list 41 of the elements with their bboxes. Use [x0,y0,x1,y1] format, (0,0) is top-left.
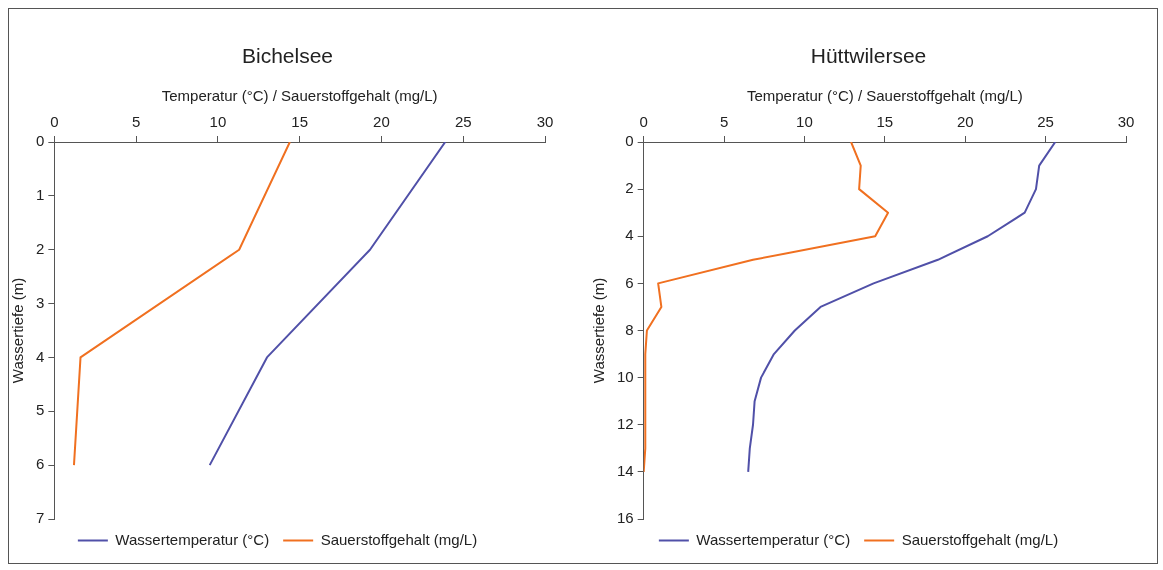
chart-title: Hüttwilersee [809,44,928,68]
x-tick-label: 15 [876,113,894,131]
y-tick-label: 8 [625,320,634,338]
y-tick-label: 10 [617,367,634,385]
x-tick-label: 30 [536,113,554,131]
chart-title: Bichelsee [240,44,335,68]
y-tick-label: 0 [625,132,634,150]
x-tick-label: 30 [1117,113,1135,131]
x-tick-label: 5 [719,113,729,131]
y-tick-label: 1 [36,186,45,203]
y-axis-title: Wassertiefe (m) [9,277,27,384]
y-tick-label: 0 [36,132,45,150]
x-tick-label: 25 [454,113,472,131]
x-axis-title: Temperatur (°C) / Sauerstoffgehalt (mg/L) [746,87,1023,105]
x-tick-label: 10 [796,113,813,131]
y-tick-label: 6 [36,455,45,473]
legend-label: Wassertemperatur (°C) [696,530,851,548]
x-tick-label: 10 [209,113,227,131]
y-tick-label: 2 [625,179,634,197]
y-tick-label: 14 [617,462,634,480]
x-tick-label: 25 [1037,113,1054,131]
y-tick-label: 2 [36,239,45,257]
y-tick-label: 7 [36,509,45,527]
x-axis-title: Temperatur (°C) / Sauerstoffgehalt (mg/L) [161,87,438,105]
x-tick-label: 0 [50,113,59,131]
y-tick-label: 5 [36,401,45,419]
x-tick-label: 0 [639,113,648,131]
x-tick-label: 15 [291,113,309,131]
y-tick-label: 6 [625,273,634,291]
y-tick-label: 4 [36,347,45,365]
y-tick-label: 16 [617,509,634,527]
x-tick-label: 20 [956,113,974,131]
y-axis-title: Wassertiefe (m) [590,277,608,384]
y-tick-label: 4 [625,226,634,244]
y-tick-label: 12 [617,414,634,432]
legend-label: Sauerstoffgehalt (mg/L) [320,530,478,548]
legend-label: Wassertemperatur (°C) [115,530,270,548]
legend-label: Sauerstoffgehalt (mg/L) [901,530,1059,548]
x-tick-label: 5 [131,113,141,131]
y-tick-label: 3 [36,293,45,311]
x-tick-label: 20 [373,113,390,131]
